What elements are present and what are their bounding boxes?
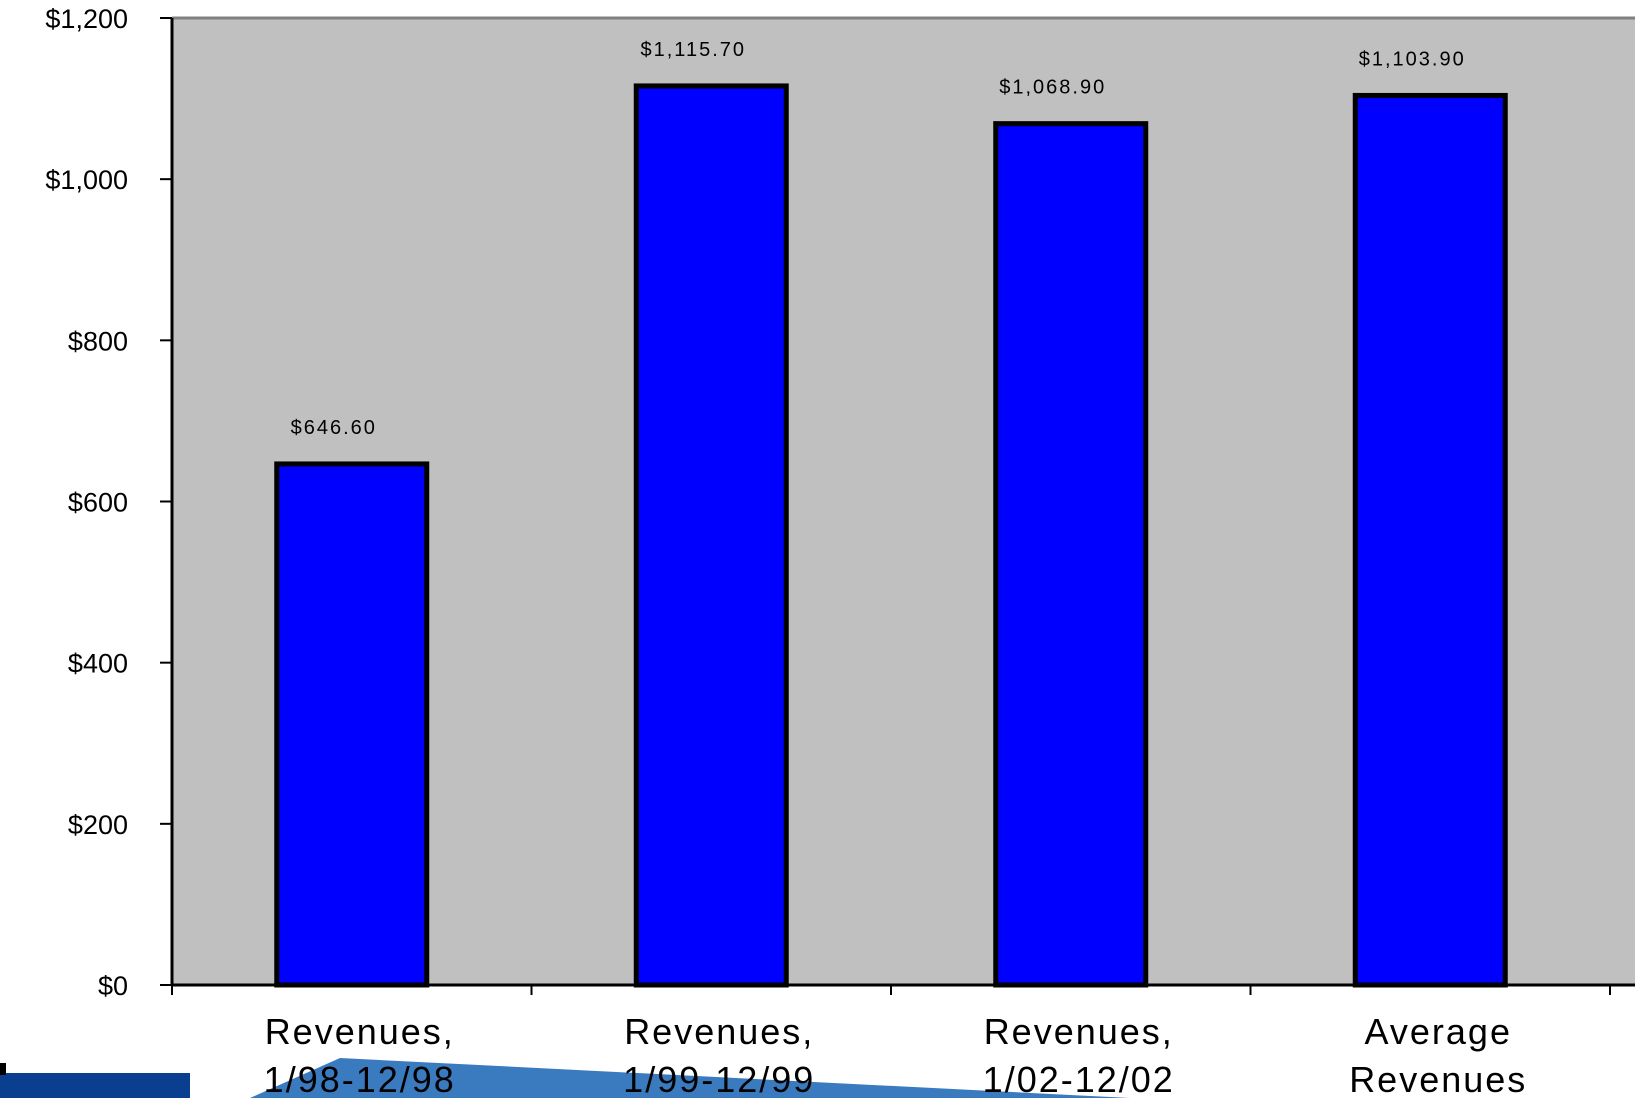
data-label-1: $646.60 [291, 417, 377, 439]
y-tick-label-5: $1,000 [45, 165, 128, 195]
x-tick-label-1-line-1: Revenues, [265, 1011, 455, 1052]
bar-1 [274, 461, 430, 988]
x-tick-label-4-line-1: Average [1365, 1011, 1512, 1052]
y-tick-label-4: $800 [68, 326, 128, 356]
x-tick-label-2-line-1: Revenues, [624, 1011, 814, 1052]
data-label-4: $1,103.90 [1359, 48, 1466, 70]
y-tick-label-6: $1,200 [45, 4, 128, 34]
x-tick-label-4-line-2: Revenues [1349, 1059, 1527, 1098]
y-tick-label-3: $600 [68, 488, 128, 518]
axes-group [160, 17, 1635, 995]
bar-2 [633, 83, 789, 988]
bar-4 [1352, 92, 1508, 988]
bar-3 [993, 121, 1149, 988]
data-label-2: $1,115.70 [641, 39, 747, 61]
x-tick-label-3-line-2: 1/02-12/02 [983, 1059, 1175, 1098]
banner-swoosh-shape [250, 1058, 1130, 1098]
y-tick-label-1: $200 [68, 810, 128, 840]
data-labels-group: $646.60 $1,115.70 $1,068.90 $1,103.90 [291, 39, 1466, 439]
logo-edge-mark [0, 1063, 6, 1075]
data-label-3: $1,068.90 [999, 77, 1106, 99]
x-tick-label-1-line-2: 1/98-12/98 [264, 1059, 456, 1098]
x-tick-label-2-line-2: 1/99-12/99 [623, 1059, 815, 1098]
logo-block-shape [0, 1073, 190, 1098]
x-tick-label-3-line-1: Revenues, [984, 1011, 1174, 1052]
y-tick-label-0: $0 [98, 971, 128, 1001]
logo-banner-decoration [0, 1058, 1130, 1098]
x-tick-labels-group: Revenues, 1/98-12/98 Revenues, 1/99-12/99 Re… [264, 1011, 1527, 1100]
y-tick-labels-group: $0 $200 $400 $600 $800 $1,000 $1,200 [45, 4, 128, 1001]
y-tick-label-2: $400 [68, 649, 128, 679]
